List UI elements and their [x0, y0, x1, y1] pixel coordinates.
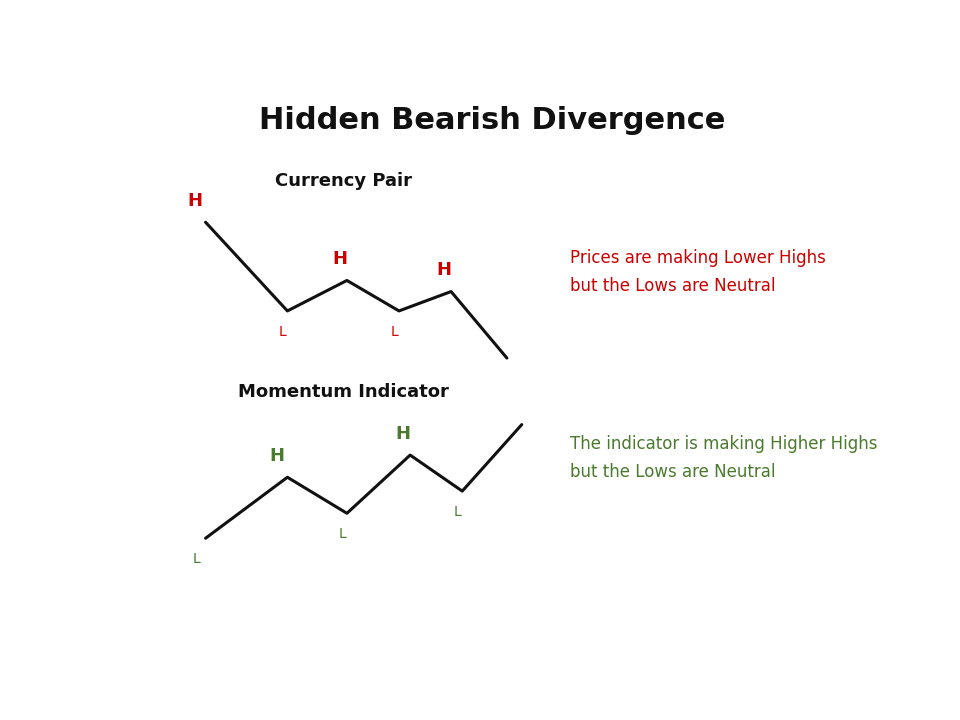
Text: H: H: [270, 447, 284, 465]
Text: L: L: [454, 505, 462, 519]
Text: Prices are making Lower Highs
but the Lows are Neutral: Prices are making Lower Highs but the Lo…: [570, 249, 826, 295]
Text: L: L: [193, 552, 201, 566]
Text: H: H: [332, 251, 347, 269]
Text: Momentum Indicator: Momentum Indicator: [238, 383, 448, 401]
Text: The indicator is making Higher Highs
but the Lows are Neutral: The indicator is making Higher Highs but…: [570, 435, 877, 481]
Text: L: L: [279, 325, 287, 339]
Text: Currency Pair: Currency Pair: [275, 172, 412, 190]
Text: L: L: [339, 527, 347, 541]
Text: H: H: [396, 425, 410, 443]
Text: Hidden Bearish Divergence: Hidden Bearish Divergence: [259, 106, 725, 135]
Text: L: L: [391, 325, 398, 339]
Text: H: H: [436, 261, 451, 279]
Text: H: H: [187, 192, 203, 210]
